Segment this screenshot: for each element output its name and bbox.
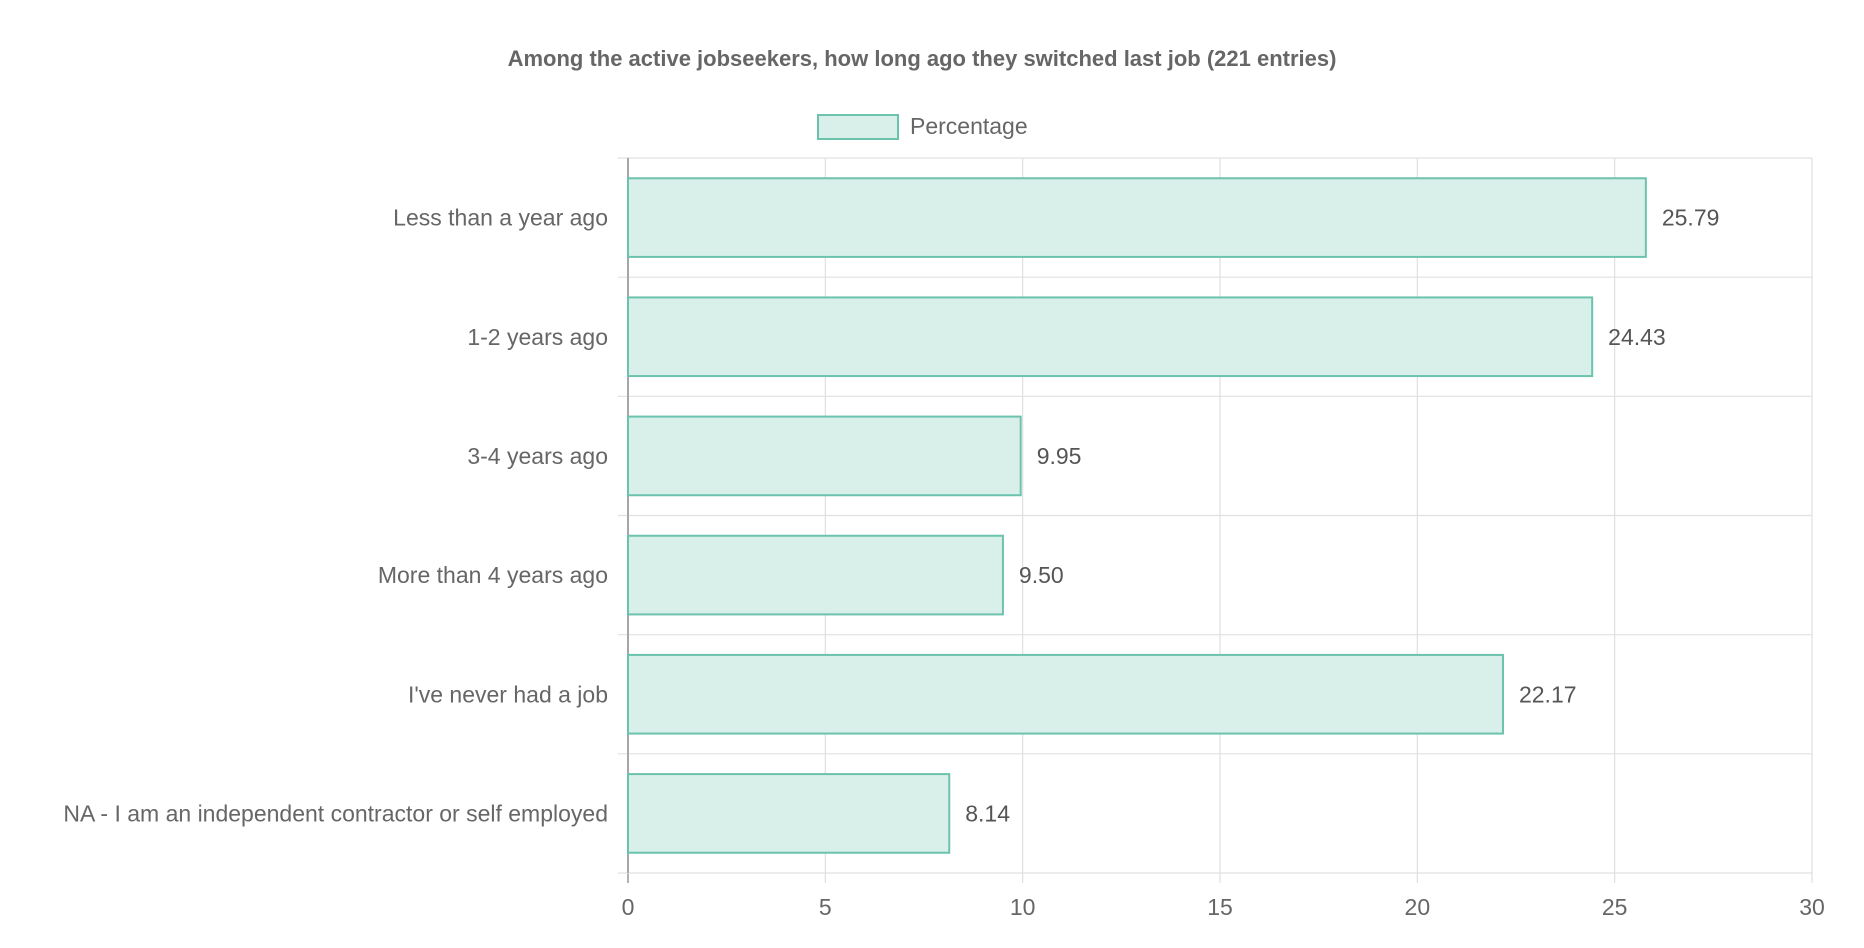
x-tick-label: 10: [1010, 894, 1036, 920]
x-tick-label: 15: [1207, 894, 1233, 920]
x-tick-label: 0: [622, 894, 635, 920]
category-label: 3-4 years ago: [467, 443, 608, 469]
legend-swatch: [817, 114, 899, 140]
bar[interactable]: [627, 534, 1004, 616]
data-label: 22.17: [1519, 681, 1577, 707]
category-label: NA - I am an independent contractor or s…: [63, 800, 608, 826]
x-tick-label: 25: [1602, 894, 1628, 920]
legend-label: Percentage: [910, 113, 1028, 139]
bar[interactable]: [627, 296, 1594, 378]
category-labels: Less than a year ago 1-2 years ago 3-4 yea…: [63, 205, 608, 827]
data-label: 24.43: [1608, 324, 1666, 350]
bar[interactable]: [627, 415, 1022, 497]
data-label: 8.14: [965, 800, 1010, 826]
x-axis-ticks: 0 5 10 15 20 25 30: [622, 894, 1825, 920]
bar[interactable]: [627, 773, 951, 854]
bar[interactable]: [627, 653, 1504, 735]
bar[interactable]: [627, 177, 1647, 258]
category-label: More than 4 years ago: [378, 562, 608, 588]
x-tick-label: 20: [1405, 894, 1431, 920]
grid-lines: [618, 157, 1813, 883]
data-label: 9.95: [1037, 443, 1082, 469]
category-label: Less than a year ago: [393, 205, 608, 231]
category-label: 1-2 years ago: [467, 324, 608, 350]
chart-title: Among the active jobseekers, how long ag…: [508, 46, 1337, 71]
legend[interactable]: Percentage: [817, 113, 1028, 140]
x-tick-label: 30: [1799, 894, 1825, 920]
bars: 25.79 24.43 9.95 9.50 22.17 8.14: [627, 177, 1720, 854]
data-label: 25.79: [1662, 205, 1720, 231]
data-label: 9.50: [1019, 562, 1064, 588]
category-label: I've never had a job: [408, 681, 608, 707]
x-tick-label: 5: [819, 894, 832, 920]
